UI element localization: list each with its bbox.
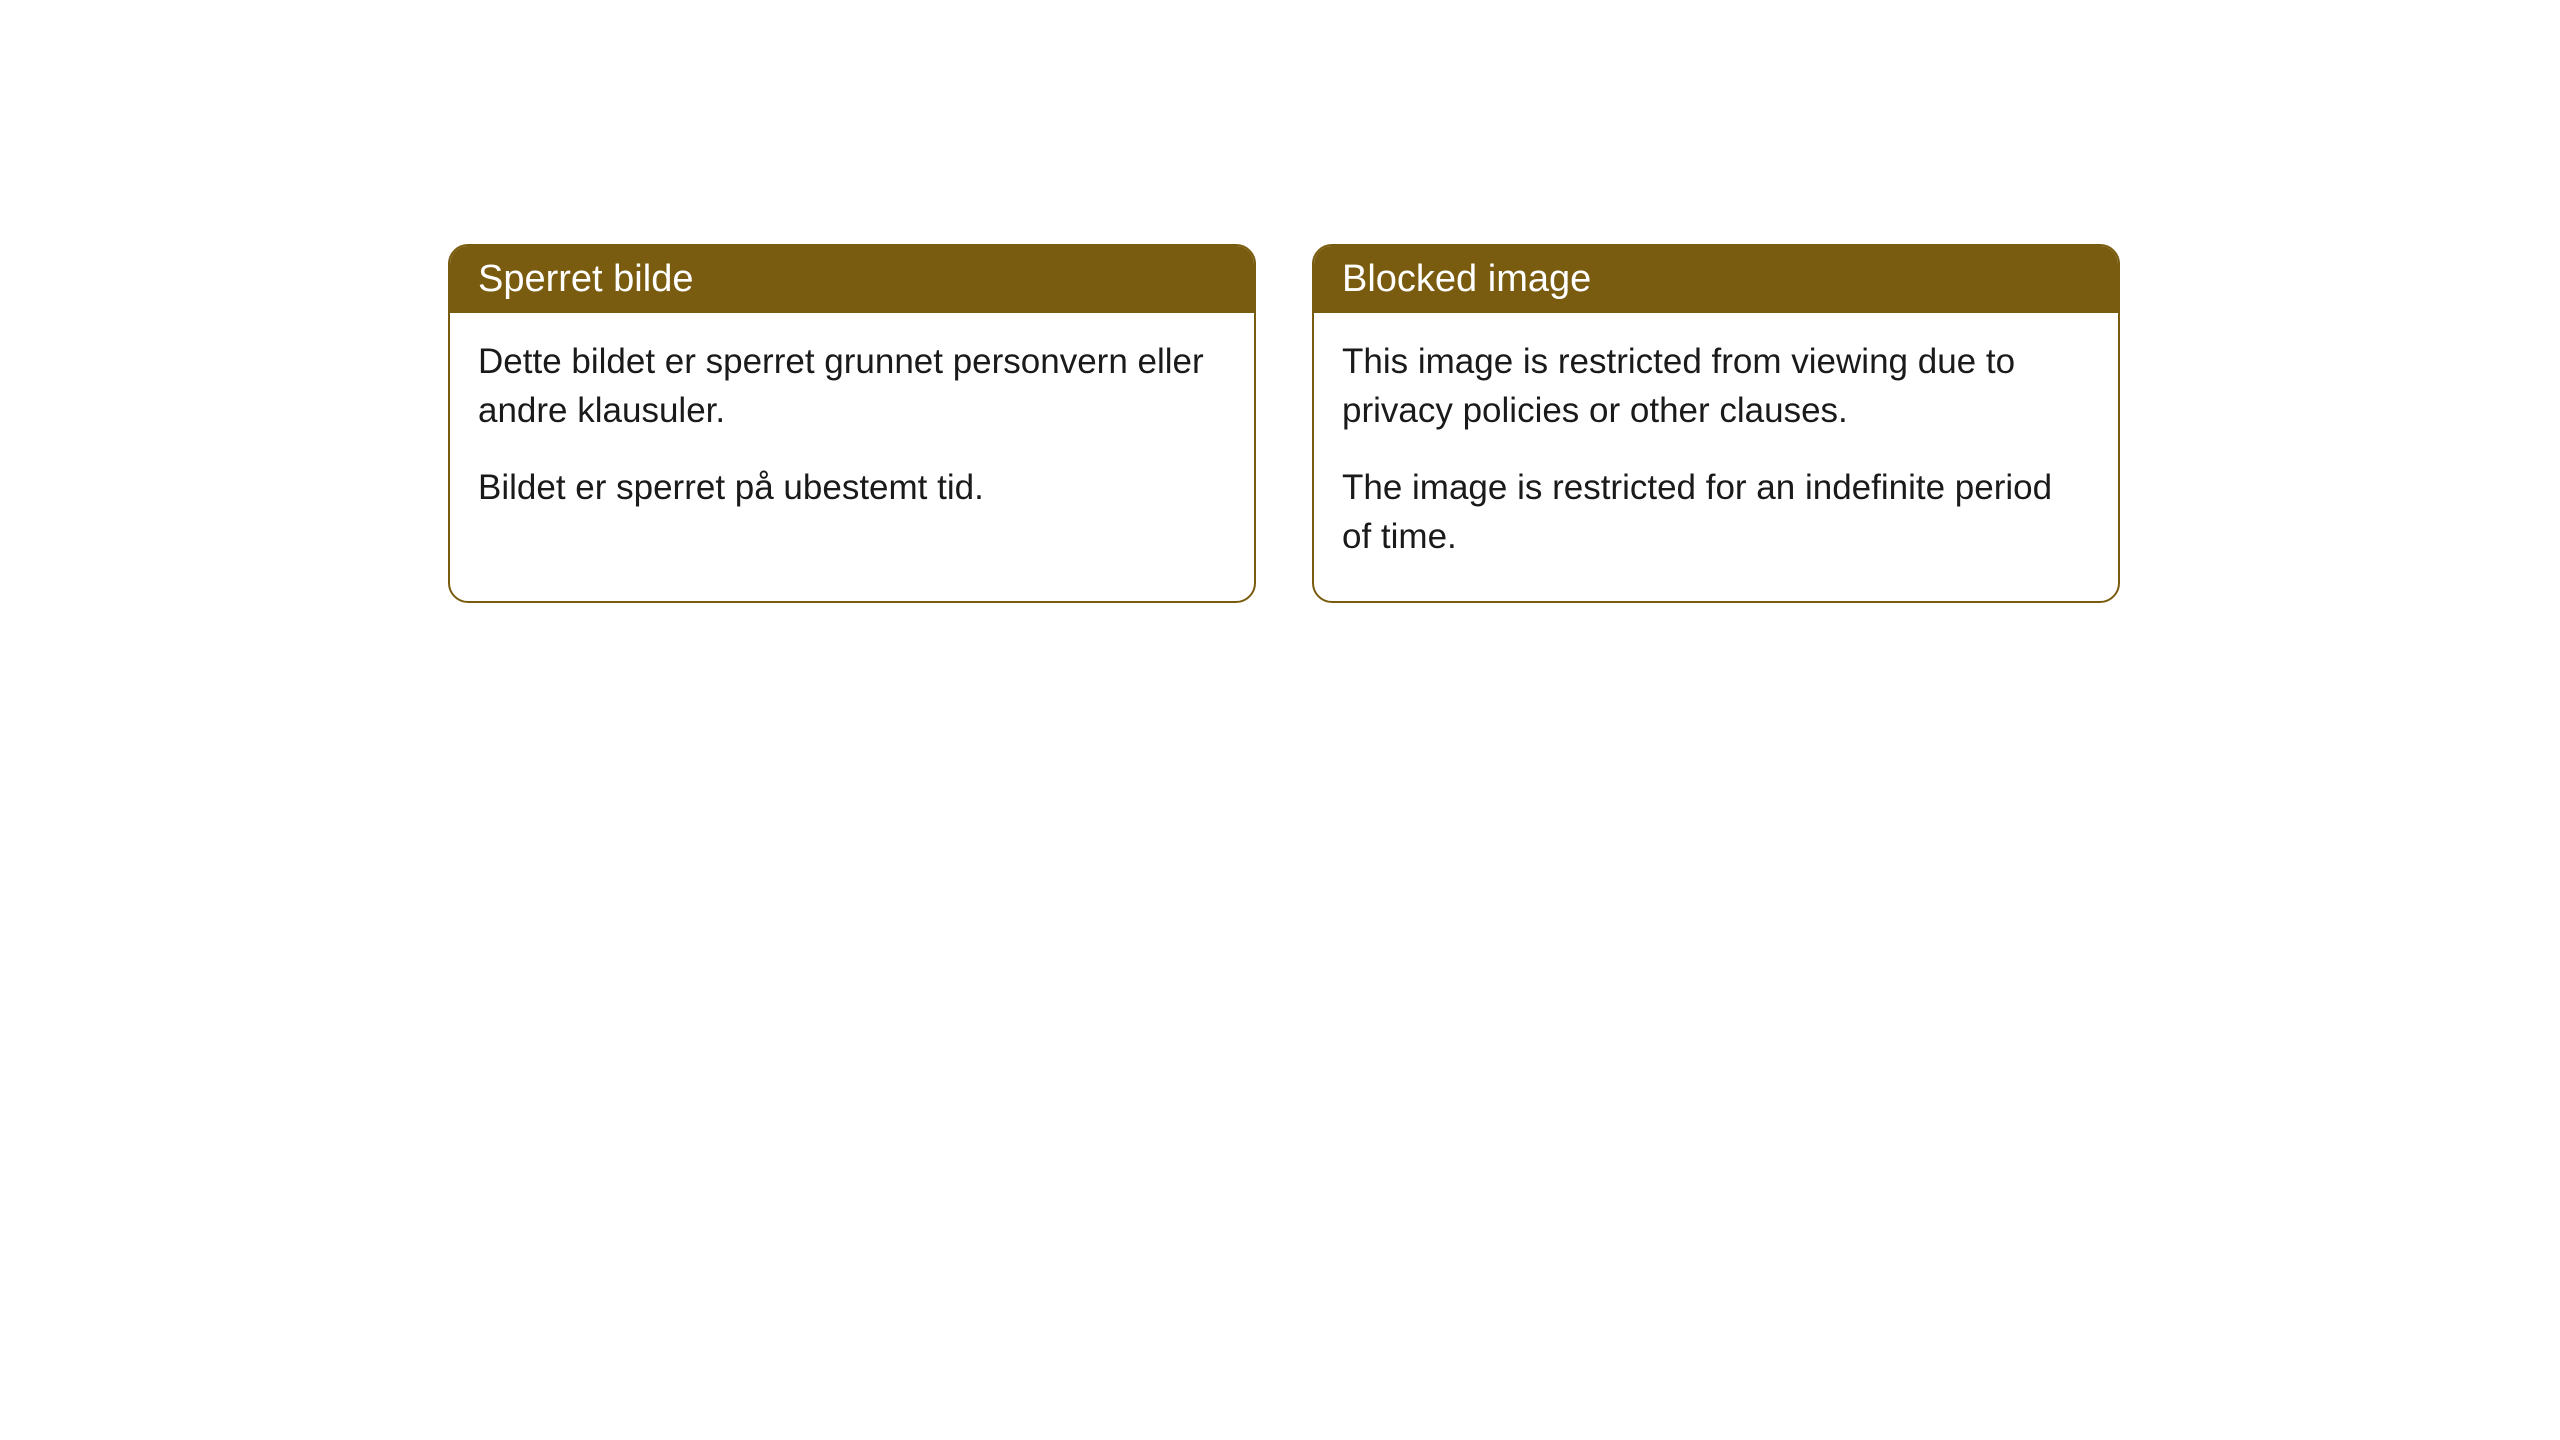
card-header: Sperret bilde bbox=[450, 246, 1254, 313]
notice-cards-container: Sperret bilde Dette bildet er sperret gr… bbox=[448, 244, 2120, 603]
card-header: Blocked image bbox=[1314, 246, 2118, 313]
card-paragraph: The image is restricted for an indefinit… bbox=[1342, 463, 2090, 561]
card-title: Blocked image bbox=[1342, 258, 1591, 300]
card-body: Dette bildet er sperret grunnet personve… bbox=[450, 313, 1254, 552]
notice-card-english: Blocked image This image is restricted f… bbox=[1312, 244, 2120, 603]
card-body: This image is restricted from viewing du… bbox=[1314, 313, 2118, 601]
card-paragraph: This image is restricted from viewing du… bbox=[1342, 337, 2090, 435]
card-paragraph: Dette bildet er sperret grunnet personve… bbox=[478, 337, 1226, 435]
card-title: Sperret bilde bbox=[478, 258, 693, 300]
notice-card-norwegian: Sperret bilde Dette bildet er sperret gr… bbox=[448, 244, 1256, 603]
card-paragraph: Bildet er sperret på ubestemt tid. bbox=[478, 463, 1226, 512]
